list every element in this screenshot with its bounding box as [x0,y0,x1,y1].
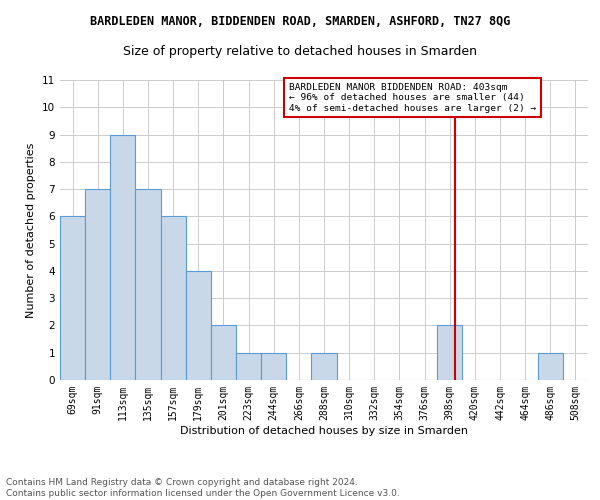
Text: Contains HM Land Registry data © Crown copyright and database right 2024.
Contai: Contains HM Land Registry data © Crown c… [6,478,400,498]
Bar [261,352,286,380]
Bar [60,216,85,380]
Bar [311,352,337,380]
Bar [236,352,261,380]
Bar [161,216,186,380]
Text: BARDLEDEN MANOR BIDDENDEN ROAD: 403sqm
← 96% of detached houses are smaller (44): BARDLEDEN MANOR BIDDENDEN ROAD: 403sqm ←… [289,82,536,112]
Bar [437,326,462,380]
Bar [538,352,563,380]
Bar [85,189,110,380]
Bar [110,134,136,380]
Bar [186,271,211,380]
Text: Size of property relative to detached houses in Smarden: Size of property relative to detached ho… [123,45,477,58]
X-axis label: Distribution of detached houses by size in Smarden: Distribution of detached houses by size … [180,426,468,436]
Bar [136,189,161,380]
Bar [211,326,236,380]
Y-axis label: Number of detached properties: Number of detached properties [26,142,37,318]
Text: BARDLEDEN MANOR, BIDDENDEN ROAD, SMARDEN, ASHFORD, TN27 8QG: BARDLEDEN MANOR, BIDDENDEN ROAD, SMARDEN… [90,15,510,28]
